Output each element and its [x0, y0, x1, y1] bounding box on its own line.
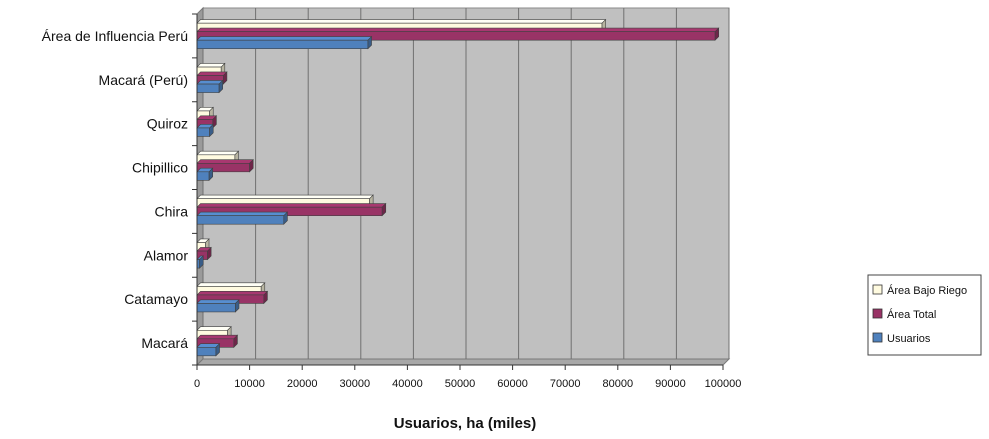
bar [196, 167, 214, 182]
legend-swatch [872, 284, 883, 295]
legend-item: Área Total [872, 308, 936, 321]
x-tick-label: 90000 [655, 378, 686, 390]
legend-item: Área Bajo Riego [872, 284, 967, 297]
bar [196, 71, 228, 85]
legend-swatch [872, 308, 883, 319]
x-tick-label: 70000 [550, 378, 581, 390]
x-tick-label: 100000 [705, 378, 742, 390]
bar [196, 282, 266, 296]
bar [196, 211, 289, 225]
bar [196, 27, 720, 41]
x-tick-label: 30000 [340, 378, 371, 390]
category-label: Macará [141, 335, 188, 351]
plot-floor [195, 358, 731, 366]
x-tick-label: 40000 [392, 378, 423, 390]
x-tick-label: 10000 [234, 378, 265, 390]
axes [192, 13, 724, 370]
legend-label: Área Bajo Riego [887, 284, 967, 297]
legend-box [867, 274, 982, 356]
x-tick-labels: 0 10000 20000 30000 40000 50000 60000 70000 8000… [194, 378, 741, 390]
bar [196, 123, 214, 138]
bar [196, 158, 254, 173]
x-tick-label: 60000 [497, 378, 528, 390]
bar [196, 35, 373, 50]
bar [196, 246, 212, 261]
x-axis-title: Usuarios, ha (miles) [394, 415, 537, 432]
x-tick-label: 20000 [287, 378, 318, 390]
legend-label: Área Total [887, 308, 936, 321]
category-label: Alamor [144, 247, 189, 263]
legend-swatch [872, 332, 883, 343]
bar [196, 342, 221, 357]
legend-label: Usuarios [887, 333, 931, 345]
bar [196, 299, 240, 313]
category-label: Catamayo [124, 291, 188, 307]
x-tick-label: 50000 [445, 378, 476, 390]
category-label: Macará (Perú) [99, 72, 188, 88]
category-label: Chipillico [132, 160, 188, 176]
category-label: Quiroz [147, 116, 188, 132]
category-label: Chira [155, 203, 189, 219]
gridlines [202, 8, 730, 359]
bar [196, 79, 224, 94]
x-tick-label: 0 [194, 378, 200, 390]
x-tick-label: 80000 [603, 378, 634, 390]
plot-area [195, 6, 731, 367]
category-label: Área de Influencia Perú [42, 28, 188, 44]
legend: Área Bajo Riego Área Total Usuarios [867, 274, 982, 356]
legend-item: Usuarios [872, 332, 931, 345]
category-labels: Área de Influencia Perú Macará (Perú) Quir… [42, 28, 189, 351]
bar [196, 255, 204, 269]
